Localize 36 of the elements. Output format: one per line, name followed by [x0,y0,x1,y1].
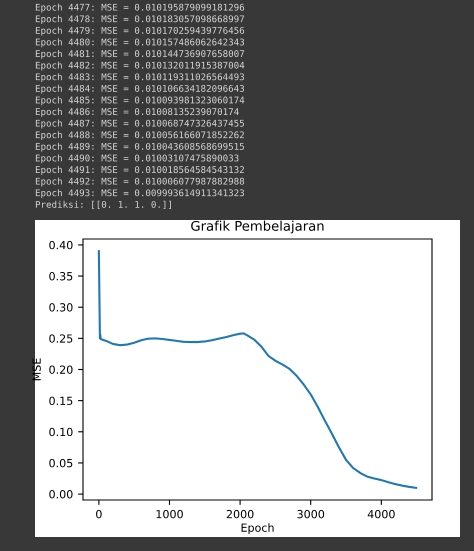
y-tick-label: 0.20 [49,365,73,374]
y-tick-label: 0.30 [49,303,73,312]
text: Epoch 4492: MSE = 0.010006077987882988 [36,178,244,186]
text: Epoch 4491: MSE = 0.010018564584543132 [36,166,244,175]
text: Epoch 4486: MSE = 0.01008135239070174 [36,108,239,117]
y-tick-label: 0.25 [49,334,72,343]
text: Epoch 4481: MSE = 0.010144736907658007 [36,50,244,59]
text: Epoch 4477: MSE = 0.010195879099181296 [36,4,244,12]
text: Epoch 4480: MSE = 0.010157486062642343 [36,38,244,48]
x-tick-label: 1000 [156,510,183,518]
text: Epoch 4490: MSE = 0.01003107475890033 [36,154,239,164]
text: Epoch 4487: MSE = 0.010068747326437455 [36,120,244,128]
text: Epoch 4478: MSE = 0.010183057098668997 [36,15,244,24]
text: Epoch 4482: MSE = 0.010132011915387004 [36,62,244,70]
y-tick-label: 0.15 [49,396,72,406]
chart-title: Grafik Pembelajaran [191,220,324,234]
text: Epoch 4479: MSE = 0.010170259439776456 [36,26,244,36]
text: Epoch 4485: MSE = 0.010093981323060174 [36,96,244,106]
y-axis-title: MSE [32,358,41,380]
line-series [98,250,418,489]
y-tick-label: 0.35 [49,272,72,280]
y-tick-label: 0.10 [49,428,73,436]
x-tick-label: 3000 [297,510,324,518]
y-tick-label: 0.00 [49,490,73,498]
y-tick-label: 0.40 [49,240,73,250]
text: Epoch 4493: MSE = 0.009993614911341323 [36,189,244,198]
x-axis-title: Epoch [242,523,274,534]
x-tick-label: 4000 [368,510,395,518]
text: Epoch 4484: MSE = 0.010106634182096643 [36,84,244,94]
text: Prediksi: [[0. 1. 1. 0.]] [36,200,171,209]
x-tick-label: 2000 [226,510,254,518]
text: Epoch 4488: MSE = 0.010056166071852262 [36,131,244,140]
y-tick-label: 0.05 [49,458,72,468]
text: Epoch 4483: MSE = 0.010119311026564493 [36,73,244,82]
text: Epoch 4489: MSE = 0.010043608568699515 [36,142,244,152]
x-tick-label: 0 [96,510,102,518]
